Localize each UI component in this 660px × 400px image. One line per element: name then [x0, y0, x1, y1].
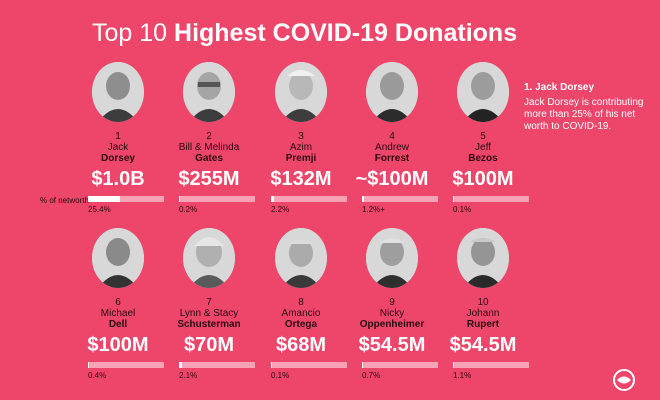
networth-bar-fill [271, 196, 274, 202]
title-light: Top 10 [92, 19, 168, 47]
portrait-image [366, 62, 418, 122]
donor-rank: 6 [115, 297, 121, 308]
donor-last-name: Rupert [466, 319, 500, 330]
donor-first-name: Andrew [375, 142, 409, 153]
title-bold: Highest COVID-19 Donations [174, 19, 518, 47]
portrait-image [366, 228, 418, 288]
note-title: 1. Jack Dorsey [524, 82, 595, 93]
donor-card: 9 Nicky Oppenheimer $54.5M 0.7% [344, 228, 440, 388]
donor-rank: 2 [206, 131, 212, 142]
networth-bar-fill [88, 362, 89, 368]
donor-rank: 4 [389, 131, 395, 142]
donor-last-name: Forrest [374, 153, 410, 164]
networth-bar [362, 362, 438, 368]
donor-card: 8 Amancio Ortega $68M 0.1% [253, 228, 349, 388]
networth-bar [453, 362, 529, 368]
networth-percent: 1.1% [453, 371, 472, 380]
networth-bar-fill [271, 362, 272, 368]
donor-last-name: Ortega [284, 319, 318, 330]
donor-card: 4 Andrew Forrest ~$100M 1.2%+ [344, 62, 440, 222]
donor-last-name: Premji [285, 153, 317, 164]
donor-rank: 7 [206, 297, 212, 308]
donor-card: 3 Azim Premji $132M 2.2% [253, 62, 349, 222]
donation-amount: $70M [183, 334, 235, 356]
portrait-image [457, 228, 509, 288]
donation-amount: $1.0B [91, 168, 145, 190]
portrait-image [275, 228, 327, 288]
donor-rank: 8 [298, 297, 304, 308]
donor-rank: 1 [115, 131, 121, 142]
networth-percent: 1.2%+ [362, 205, 385, 214]
networth-percent: 2.2% [271, 205, 290, 214]
donor-rank: 9 [389, 297, 395, 308]
donation-amount: ~$100M [355, 168, 429, 190]
portrait-image [275, 62, 327, 122]
donor-card: 5 Jeff Bezos $100M 0.1% [435, 62, 531, 222]
networth-bar [362, 196, 438, 202]
networth-bar [271, 196, 347, 202]
donor-card: 6 Michael Dell $100M 0.4% [70, 228, 166, 388]
donor-card: 2 Bill & Melinda Gates $255M 0.2% [161, 62, 257, 222]
networth-bar-fill [453, 362, 454, 368]
donor-first-name: Johann [466, 308, 500, 319]
networth-percent: 0.7% [362, 371, 381, 380]
donor-last-name: Bezos [468, 153, 498, 164]
networth-bar [179, 362, 255, 368]
donation-amount: $100M [452, 168, 514, 190]
networth-bar-fill [362, 362, 363, 368]
brand-logo-icon [611, 368, 637, 392]
networth-bar-fill [453, 196, 454, 202]
donor-last-name: Dell [108, 319, 128, 330]
networth-bar [453, 196, 529, 202]
donor-card: 7 Lynn & Stacy Schusterman $70M 2.1% [161, 228, 257, 388]
networth-percent: 0.1% [271, 371, 290, 380]
networth-percent: 0.2% [179, 205, 198, 214]
networth-label: % of networth [40, 196, 89, 205]
networth-percent: 2.1% [179, 371, 198, 380]
donor-first-name: Michael [100, 308, 136, 319]
donor-first-name: Lynn & Stacy [179, 308, 239, 319]
networth-bar [88, 196, 164, 202]
portrait-image [92, 62, 144, 122]
donor-first-name: Nicky [379, 308, 405, 319]
networth-bar-fill [88, 196, 120, 202]
networth-bar [88, 362, 164, 368]
donor-card: 1 Jack Dorsey $1.0B 25.4% [70, 62, 166, 222]
portrait-image [183, 62, 235, 122]
donor-last-name: Gates [195, 153, 223, 164]
networth-percent: 25.4% [88, 205, 111, 214]
networth-bar [179, 196, 255, 202]
donor-first-name: Amancio [281, 308, 321, 319]
donation-amount: $54.5M [358, 334, 426, 356]
portrait-image [92, 228, 144, 288]
networth-percent: 0.4% [88, 371, 107, 380]
networth-bar-fill [179, 196, 180, 202]
portrait-image [457, 62, 509, 122]
donor-rank: 10 [477, 297, 489, 308]
donor-first-name: Jack [107, 142, 129, 153]
donor-first-name: Jeff [475, 142, 491, 153]
donor-last-name: Schusterman [177, 319, 241, 330]
note-body: Jack Dorsey is contributing more than 25… [524, 97, 644, 132]
donation-amount: $54.5M [449, 334, 517, 356]
donor-last-name: Dorsey [101, 153, 135, 164]
donor-first-name: Azim [289, 142, 313, 153]
donation-amount: $68M [275, 334, 327, 356]
donor-card: 10 Johann Rupert $54.5M 1.1% [435, 228, 531, 388]
networth-bar [271, 362, 347, 368]
page-title: Top 10 Highest COVID-19 Donations [92, 18, 572, 48]
donor-rank: 3 [298, 131, 304, 142]
donation-amount: $100M [87, 334, 149, 356]
donor-first-name: Bill & Melinda [178, 142, 240, 153]
donation-amount: $132M [270, 168, 332, 190]
donor-last-name: Oppenheimer [359, 319, 425, 330]
portrait-image [183, 228, 235, 288]
networth-percent: 0.1% [453, 205, 472, 214]
networth-bar-fill [362, 196, 364, 202]
donor-rank: 5 [480, 131, 486, 142]
donation-amount: $255M [178, 168, 240, 190]
networth-bar-fill [179, 362, 182, 368]
